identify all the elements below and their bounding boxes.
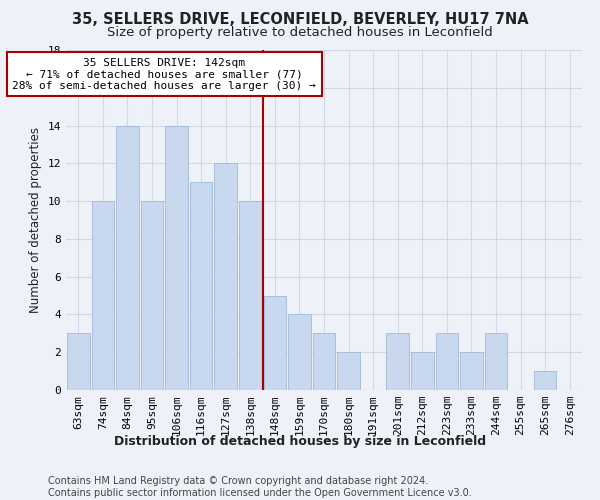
Bar	[411, 352, 434, 390]
Text: Contains HM Land Registry data © Crown copyright and database right 2024.
Contai: Contains HM Land Registry data © Crown c…	[48, 476, 472, 498]
Bar	[140, 201, 163, 390]
Y-axis label: Number of detached properties: Number of detached properties	[29, 127, 42, 313]
Bar	[485, 334, 508, 390]
Text: Size of property relative to detached houses in Leconfield: Size of property relative to detached ho…	[107, 26, 493, 39]
Text: 35, SELLERS DRIVE, LECONFIELD, BEVERLEY, HU17 7NA: 35, SELLERS DRIVE, LECONFIELD, BEVERLEY,…	[71, 12, 529, 28]
Bar	[460, 352, 483, 390]
Bar	[92, 201, 114, 390]
Bar	[313, 334, 335, 390]
Bar	[263, 296, 286, 390]
Text: Distribution of detached houses by size in Leconfield: Distribution of detached houses by size …	[114, 434, 486, 448]
Bar	[190, 182, 212, 390]
Bar	[436, 334, 458, 390]
Bar	[288, 314, 311, 390]
Bar	[239, 201, 262, 390]
Bar	[386, 334, 409, 390]
Text: 35 SELLERS DRIVE: 142sqm
← 71% of detached houses are smaller (77)
28% of semi-d: 35 SELLERS DRIVE: 142sqm ← 71% of detach…	[13, 58, 316, 91]
Bar	[67, 334, 89, 390]
Bar	[116, 126, 139, 390]
Bar	[337, 352, 360, 390]
Bar	[165, 126, 188, 390]
Bar	[214, 164, 237, 390]
Bar	[534, 371, 556, 390]
